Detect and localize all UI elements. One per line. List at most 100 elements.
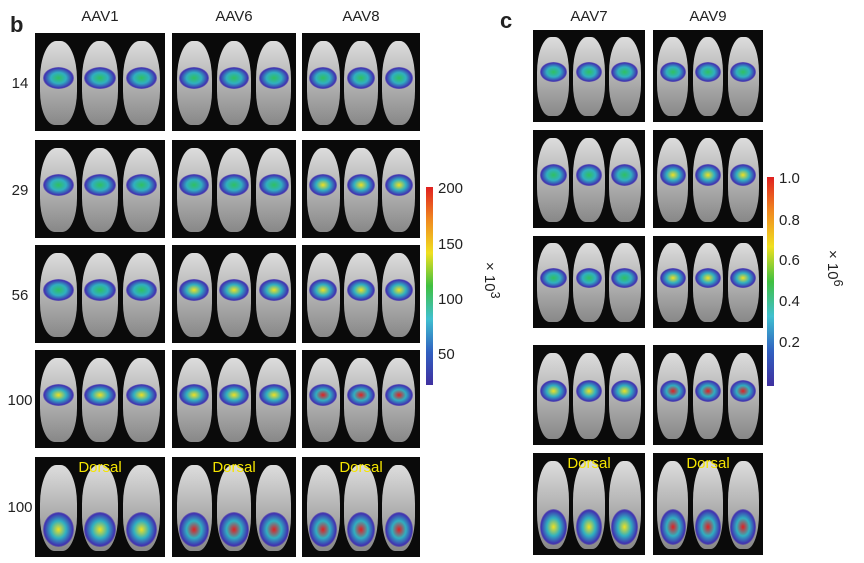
mouse-image [653,345,763,445]
dorsal-label: Dorsal [339,459,383,476]
colorbar-b [426,187,433,385]
signal-blob [258,174,289,196]
signal-blob [611,62,639,83]
signal-blob [730,380,757,402]
signal-blob [730,268,757,289]
signal-blob [575,62,603,83]
colorbar-c-tick: 0.2 [779,334,800,351]
signal-blob [42,279,74,301]
signal-blob [84,174,116,196]
signal-blob [611,268,639,289]
signal-blob [575,164,603,186]
colorbar-c-tick: 0.8 [779,212,800,229]
column-header: AAV9 [689,8,727,25]
signal-blob [346,67,376,89]
signal-blob [694,268,722,289]
signal-blob [384,384,413,406]
signal-blob [309,67,338,89]
row-label-days: 14 [11,75,29,92]
signal-blob [258,67,289,89]
colorbar-c-tick: 0.4 [779,293,800,310]
signal-blob [575,509,603,545]
mouse-image [172,350,296,448]
signal-blob [659,509,686,545]
signal-blob [258,384,289,406]
signal-blob [84,384,116,406]
mouse-image [35,140,165,238]
mouse-image: Dorsal [653,453,763,555]
mouse-image [35,245,165,343]
signal-blob [219,67,249,89]
signal-blob [694,509,722,545]
column-header: AAV8 [342,8,380,25]
colorbar-b-tick: 150 [438,236,464,253]
signal-blob [384,174,413,196]
colorbar-b-tick: 50 [438,346,455,363]
signal-blob [659,380,686,402]
signal-blob [730,164,757,186]
signal-blob [309,384,338,406]
signal-blob [84,279,116,301]
row-label-days: 100 [7,392,33,409]
mouse-image [302,33,420,131]
signal-blob [219,174,249,196]
signal-blob [539,268,567,289]
dorsal-label: Dorsal [78,459,122,476]
signal-blob [258,279,289,301]
mouse-image: Dorsal [302,457,420,557]
signal-blob [659,62,686,83]
signal-blob [384,279,413,301]
mouse-image: Dorsal [533,453,645,555]
mouse-image [653,130,763,228]
signal-blob [84,67,116,89]
colorbar-b-unit: × 103 [481,262,502,299]
signal-blob [42,384,74,406]
signal-blob [219,279,249,301]
signal-blob [126,279,158,301]
signal-blob [309,512,338,547]
row-label-days: 100 [7,499,33,516]
signal-blob [611,164,639,186]
mouse-image [172,245,296,343]
mouse-image: Dorsal [35,457,165,557]
signal-blob [611,509,639,545]
signal-blob [346,512,376,547]
signal-blob [309,174,338,196]
signal-blob [730,509,757,545]
signal-blob [575,268,603,289]
signal-blob [309,279,338,301]
dorsal-label: Dorsal [567,455,611,472]
signal-blob [539,164,567,186]
mouse-image [533,30,645,122]
signal-blob [659,164,686,186]
signal-blob [694,62,722,83]
row-label-days: 56 [11,287,29,304]
signal-blob [659,268,686,289]
signal-blob [384,67,413,89]
column-header: AAV1 [81,8,119,25]
mouse-image [35,33,165,131]
mouse-image [302,350,420,448]
mouse-image [172,33,296,131]
signal-blob [539,509,567,545]
signal-blob [179,512,210,547]
colorbar-c-tick: 0.6 [779,252,800,269]
panel-b-label: b [10,12,24,37]
colorbar-b-tick: 200 [438,180,464,197]
column-header: AAV6 [215,8,253,25]
mouse-image [302,140,420,238]
mouse-image: Dorsal [172,457,296,557]
signal-blob [258,512,289,547]
signal-blob [42,67,74,89]
signal-blob [694,380,722,402]
signal-blob [694,164,722,186]
colorbar-b-tick: 100 [438,291,464,308]
signal-blob [539,62,567,83]
panel-c-label: c [500,8,513,33]
signal-blob [539,380,567,402]
dorsal-label: Dorsal [212,459,256,476]
colorbar-c-unit: × 106 [824,250,845,287]
signal-blob [84,512,116,547]
signal-blob [42,174,74,196]
signal-blob [346,384,376,406]
